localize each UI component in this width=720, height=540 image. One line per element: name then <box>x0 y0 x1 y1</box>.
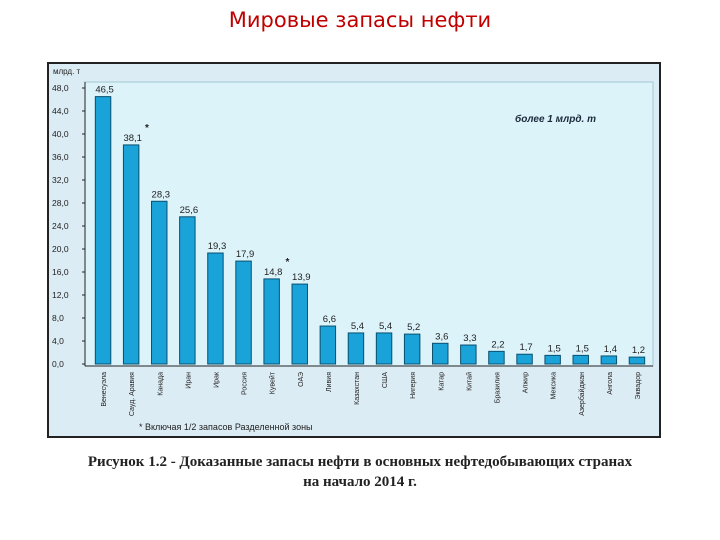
bar-Сауд. Аравия <box>122 144 140 365</box>
y-tick-label: 44,0 <box>52 106 69 116</box>
caption-line-2: на начало 2014 г. <box>303 474 417 490</box>
x-tick-label: Азербайджан <box>578 372 586 416</box>
y-tick-label: 0,0 <box>52 359 64 369</box>
bar-ОАЭ <box>291 283 308 365</box>
y-tick-label: 12,0 <box>52 290 69 300</box>
footnote: * Включая 1/2 запасов Разделенной зоны <box>139 422 313 432</box>
x-tick-label: Нигерия <box>410 372 417 399</box>
data-label: 14,8 <box>264 267 283 278</box>
x-tick-label: Эквадор <box>635 372 642 400</box>
y-tick-label: 28,0 <box>52 198 69 208</box>
bar-Бразилия <box>488 350 505 365</box>
y-tick-label: 16,0 <box>52 267 69 277</box>
x-tick-label: Бразилия <box>494 372 501 403</box>
bar-Мексика <box>544 354 561 365</box>
x-tick-label: Казахстан <box>354 372 361 405</box>
data-label: 25,6 <box>180 205 199 216</box>
bar-Иран <box>179 216 196 365</box>
data-label: 5,4 <box>351 321 364 332</box>
bar-chart: млрд. т 0,0 4,0 8,0 12,0 16,0 20,0 24,0 28,0 32,0… <box>52 67 654 432</box>
x-tick-label: Россия <box>242 372 249 395</box>
y-tick-label: 24,0 <box>52 221 69 231</box>
bar-Казахстан <box>347 332 365 365</box>
x-tick-label: Канада <box>157 372 164 396</box>
data-label: 17,9 <box>236 249 255 260</box>
data-label: 1,7 <box>519 342 532 353</box>
page-title: Мировые запасы нефти <box>228 8 492 32</box>
bar-Кувейт <box>263 278 280 365</box>
data-label: 1,4 <box>604 344 617 355</box>
x-tick-label: Китай <box>465 372 473 391</box>
inner-label: более 1 млрд. т <box>515 113 596 125</box>
asterisk-marker: * <box>145 123 149 134</box>
data-label: 3,6 <box>435 331 448 342</box>
x-tick-label: ОАЭ <box>298 372 305 387</box>
bar-Ирак <box>207 252 224 365</box>
y-tick-label: 32,0 <box>52 175 69 185</box>
bar-Эквадор <box>628 356 646 365</box>
x-tick-label: Мексика <box>551 372 558 400</box>
bar-Катар <box>432 342 449 365</box>
y-tick-label: 48,0 <box>52 83 69 93</box>
data-label: 1,5 <box>548 343 561 354</box>
x-tick-label: Катар <box>438 372 445 391</box>
data-label: 19,3 <box>208 241 227 252</box>
x-tick-label: Алжир <box>523 372 530 393</box>
bar-Канада <box>151 200 168 365</box>
x-tick-label: США <box>382 372 389 388</box>
x-tick-label: Кувейт <box>269 371 277 394</box>
data-label: 2,2 <box>491 339 504 350</box>
y-tick-label: 40,0 <box>52 129 69 139</box>
data-label: 6,6 <box>323 314 336 325</box>
bar-Ливия <box>319 325 337 365</box>
bar-Ангола <box>600 355 618 365</box>
caption-line-1: Рисунок 1.2 - Доказанные запасы нефти в … <box>87 454 633 470</box>
y-tick-label: 36,0 <box>52 152 69 162</box>
x-tick-label: Венесуэла <box>101 372 108 407</box>
data-label: 5,4 <box>379 321 392 332</box>
data-label: 1,2 <box>632 345 645 356</box>
data-label: 13,9 <box>292 272 311 283</box>
data-label: 38,1 <box>123 133 141 144</box>
y-axis-unit-label: млрд. т <box>53 67 81 76</box>
data-label: 28,3 <box>152 189 171 200</box>
x-tick-label: Ангола <box>607 372 614 395</box>
bar-Россия <box>235 260 252 365</box>
y-tick-label: 20,0 <box>52 244 69 254</box>
figure-caption: Рисунок 1.2 - Доказанные запасы нефти в … <box>40 452 680 492</box>
x-tick-label: Ливия <box>326 372 333 392</box>
data-label: 3,3 <box>463 333 476 344</box>
data-label: 46,5 <box>95 85 114 96</box>
x-tick-label: Иран <box>185 372 192 389</box>
data-label: 1,5 <box>576 343 589 354</box>
chart-frame: млрд. т 0,0 4,0 8,0 12,0 16,0 20,0 24,0 28,0 32,0… <box>47 62 661 438</box>
x-tick-label: Сауд. Аравия <box>129 372 136 416</box>
bar-Азербайджан <box>572 354 589 365</box>
y-tick-label: 8,0 <box>52 313 64 323</box>
data-label: 5,2 <box>407 322 420 333</box>
bar-США <box>375 332 393 365</box>
bar-Алжир <box>516 353 533 365</box>
asterisk-marker: * <box>286 257 290 268</box>
y-tick-label: 4,0 <box>52 336 64 346</box>
x-tick-label: Ирак <box>213 371 220 388</box>
bar-Нигерия <box>403 333 421 365</box>
bar-Китай <box>460 344 477 365</box>
bar-Венесуэла <box>94 96 112 365</box>
